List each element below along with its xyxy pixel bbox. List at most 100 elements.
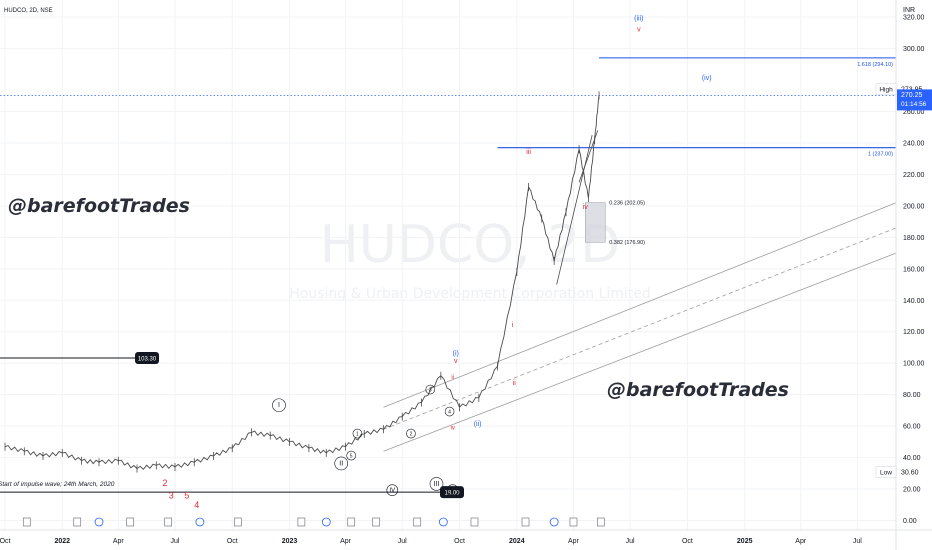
wave-circle [386, 484, 399, 496]
wave-label: iv [583, 204, 589, 211]
fib-zone-label: 0.382 (176.90) [609, 240, 645, 246]
circled-wave-label: II [339, 460, 343, 467]
wave-circle [272, 398, 286, 413]
x-tick-label: Oct [227, 538, 238, 545]
wave-label: ii [451, 375, 454, 381]
circled-wave-label: 3 [429, 388, 432, 394]
earnings-marker [521, 517, 530, 527]
grid [0, 0, 896, 530]
y-tick-label: 320.00 [903, 15, 925, 22]
price-axis[interactable]: INR 0.00 20.00 40.00 60.00 80.00 100.00 120.00… [875, 0, 932, 550]
earnings-marker [126, 517, 135, 527]
wave-label: v [454, 358, 458, 365]
event-markers [22, 517, 605, 527]
wave-label: (i) [453, 350, 459, 357]
wave-circle [446, 484, 459, 496]
retracement-box [585, 202, 606, 243]
trend-channel [383, 202, 897, 452]
wave-label: ii [513, 380, 517, 387]
dividend-marker [195, 517, 205, 527]
wave-label: (ii) [474, 421, 482, 428]
currency-label: INR [903, 7, 915, 14]
earnings-marker [73, 517, 82, 527]
horizontal-levels: 1.618 (294.10) 1 (237.00) 103.30 18.00 [0, 57, 896, 499]
y-tick-label: 160.00 [903, 266, 925, 273]
time-axis[interactable]: Oct 2022 Apr Jul Oct 2023 Apr Jul Oct 2024 Apr Jul O… [0, 529, 932, 545]
x-tick-label: 2024 [509, 538, 525, 545]
brand-text-left: @barefootTrades [8, 195, 190, 217]
price-label-tag [875, 83, 897, 95]
earnings-marker [372, 517, 380, 527]
countdown-value: 01:14:56 [901, 101, 927, 108]
dividend-marker [94, 517, 104, 527]
level-tag-value: 103.30 [138, 357, 157, 363]
y-tick-label: 180.00 [903, 235, 925, 242]
price-label-value: 30.60 [901, 469, 919, 476]
wave-circle [425, 384, 436, 395]
earnings-marker [597, 517, 605, 527]
y-tick-label: 60.00 [903, 424, 921, 431]
wave-circle [334, 456, 349, 471]
x-tick-label: 2025 [737, 538, 753, 545]
brand-text-right: @barefootTrades [607, 379, 789, 401]
circled-wave-label: IV [389, 488, 395, 494]
wave-circle [352, 428, 363, 439]
earnings-marker [470, 517, 479, 527]
channel-boundary [383, 202, 897, 408]
price-label-name: High [879, 87, 893, 94]
wave-label: 3 [169, 490, 174, 500]
wave-label: 2 [163, 478, 168, 488]
wave-circle [429, 477, 444, 491]
retracement-zone: 0.236 (202.05) 0.382 (176.90) [585, 201, 645, 246]
dividend-marker [321, 517, 331, 527]
x-tick-label: Apr [568, 538, 580, 545]
y-tick-label: 240.00 [903, 140, 925, 147]
earnings-marker [234, 517, 242, 527]
circled-wave-label: III [434, 481, 440, 488]
x-tick-label: Apr [795, 538, 807, 545]
symbol-header: HUDCO, 2D, NSE [4, 8, 53, 14]
x-tick-label: Jul [171, 538, 180, 545]
y-tick-label: 0.00 [903, 518, 917, 525]
x-tick-label: Oct [454, 538, 465, 545]
fib-level-label: 1 (237.00) [868, 152, 893, 158]
wave-circle [444, 406, 455, 417]
x-tick-label: Jul [626, 538, 635, 545]
y-tick-label: 300.00 [903, 46, 925, 53]
earnings-marker [22, 517, 31, 527]
y-tick-label: 200.00 [903, 203, 925, 210]
x-tick-label: Jul [398, 538, 407, 545]
wave-circle [406, 428, 416, 439]
y-tick-label: 40.00 [903, 455, 921, 462]
channel-boundary [383, 252, 897, 452]
level-tag-value: 18.00 [444, 491, 460, 497]
wave-label: iii [526, 149, 531, 156]
earnings-marker [569, 517, 578, 527]
y-tick-label: 140.00 [903, 298, 925, 305]
wave-label: (iii) [634, 15, 643, 22]
wedge-line [556, 135, 593, 285]
wave-label: v [637, 26, 641, 33]
wave-labels: 23 54iiiivviiiiiivv(i)(ii)(iii)(iv)IIIIII… [0, 15, 712, 510]
wave-circle [346, 450, 356, 461]
circled-wave-label: 1 [356, 432, 359, 438]
symbol-watermark: HUDCO, 2D Housing & Urban Development Co… [289, 215, 651, 302]
y-tick-label: 220.00 [903, 172, 925, 179]
circled-wave-label: 4 [448, 410, 451, 416]
price-line [4, 95, 600, 470]
wave-label: 4 [194, 500, 199, 510]
y-tick-label: 80.00 [903, 392, 921, 399]
price-series [4, 91, 600, 473]
earnings-marker [413, 517, 422, 527]
x-tick-label: 2023 [282, 538, 298, 545]
x-tick-label: 2022 [54, 538, 70, 545]
wave-label: iv [451, 425, 455, 431]
dividend-marker [549, 517, 559, 527]
earnings-marker [347, 517, 356, 527]
y-tick-label: 20.00 [903, 487, 921, 494]
level-tag [135, 352, 159, 365]
circled-wave-label: 5 [350, 454, 353, 460]
impulse-start-note: Start of impulse wave; 24th March, 2020 [0, 481, 115, 488]
